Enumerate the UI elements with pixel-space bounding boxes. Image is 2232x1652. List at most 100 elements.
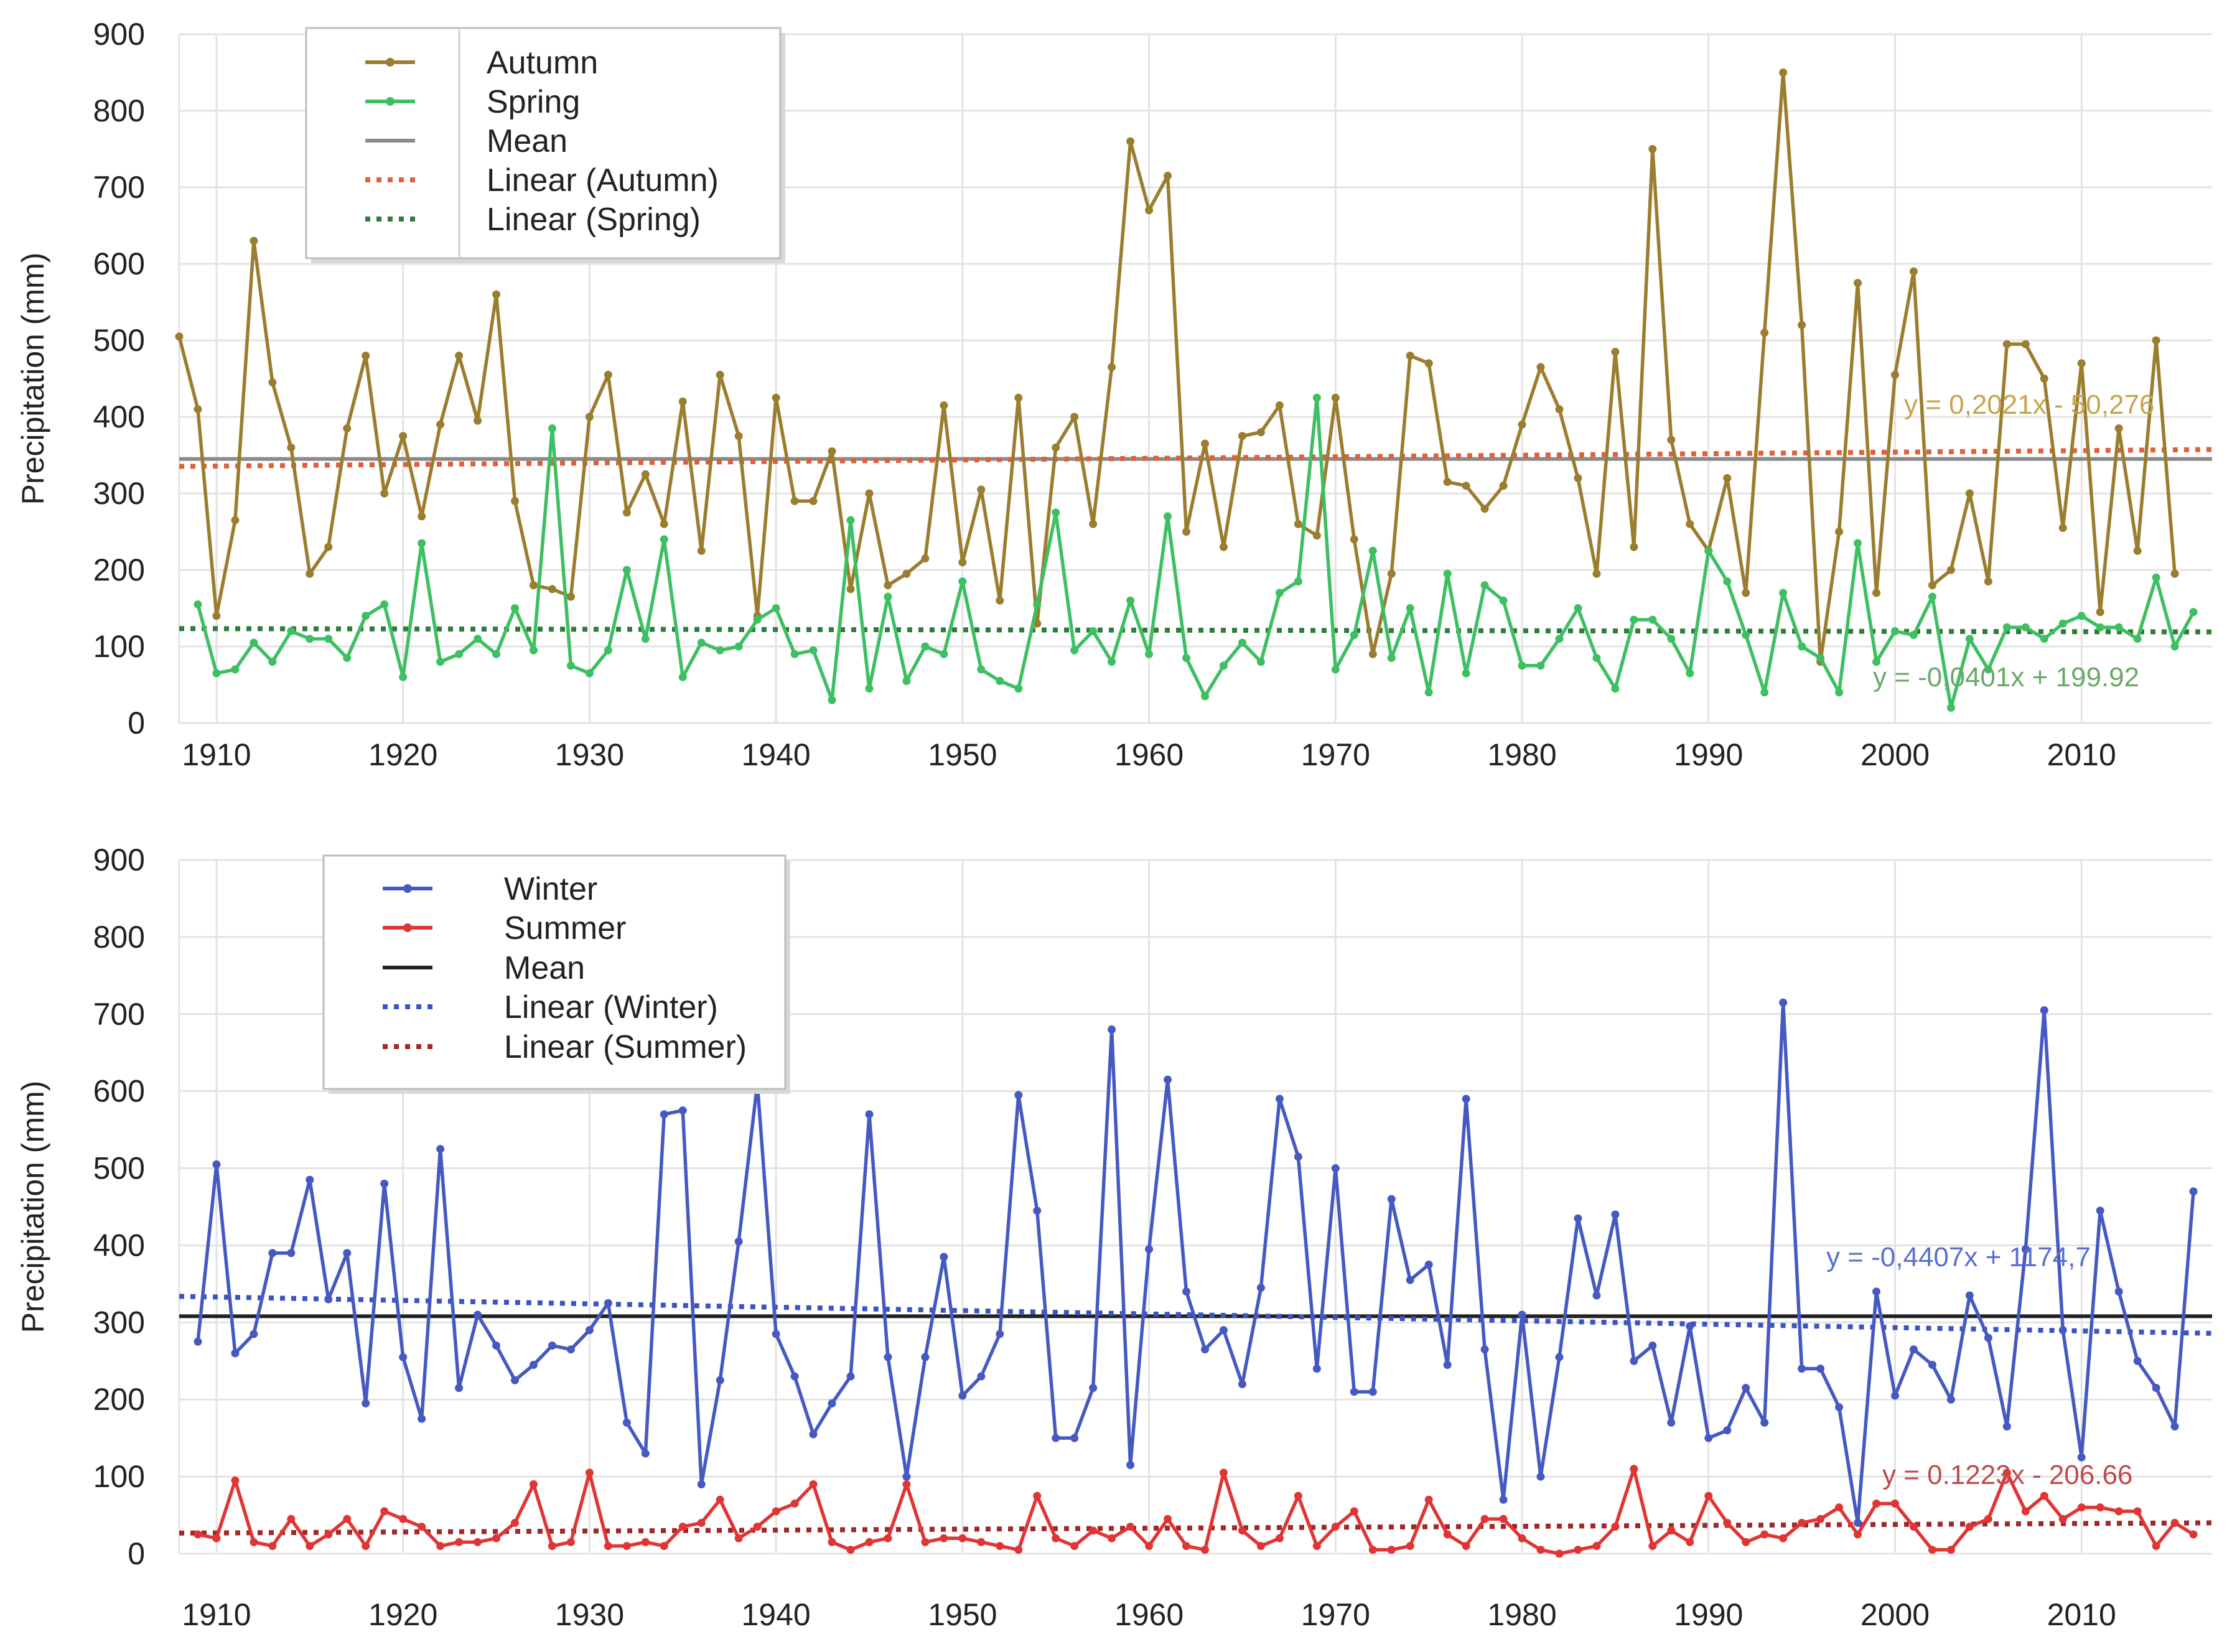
summer-point (1611, 1523, 1620, 1531)
summer-point (902, 1480, 911, 1488)
winter-point (1965, 1291, 1974, 1300)
y-tick-label: 500 (93, 1151, 145, 1186)
summer-point (678, 1523, 687, 1531)
spring-point (585, 669, 594, 678)
spring-point (268, 658, 277, 666)
winter-point (250, 1330, 258, 1338)
summer-point (753, 1523, 762, 1531)
y-tick-label: 0 (128, 706, 145, 740)
spring-point (399, 673, 408, 681)
summer-point (809, 1480, 818, 1488)
spring-point (697, 638, 706, 647)
summer-point (1816, 1514, 1825, 1523)
summer-point (1648, 1542, 1657, 1551)
legend-label: Mean (504, 950, 585, 986)
winter-point (1574, 1214, 1582, 1223)
tick-labels: 0 100 200 300 400 500 600 700 800 900 1910 1920 1930… (93, 17, 2116, 772)
autumn-point (1592, 569, 1601, 578)
y-axis-label: Precipitation (mm) (16, 1081, 50, 1333)
summer-point (585, 1468, 594, 1477)
spring-point (828, 696, 836, 704)
autumn-point (1126, 137, 1135, 146)
spring-point (1928, 592, 1936, 601)
winter-point (1686, 1322, 1694, 1331)
summer-point (1406, 1542, 1414, 1551)
spring-point (1611, 684, 1620, 693)
autumn-point (324, 543, 333, 551)
summer-point (2002, 1468, 2011, 1477)
spring-point (1574, 604, 1582, 612)
winter-point (1294, 1152, 1302, 1161)
summer-point (1182, 1542, 1191, 1551)
spring-point (1200, 692, 1209, 701)
autumn-point (231, 516, 240, 525)
winter-point (1033, 1206, 1042, 1215)
x-tick-label: 1970 (1301, 737, 1370, 772)
winter-point (2189, 1187, 2198, 1196)
autumn-point (1536, 363, 1545, 371)
spring-point (772, 604, 780, 612)
autumn-point (884, 581, 892, 590)
summer-point (529, 1480, 538, 1488)
summer-point (1760, 1530, 1769, 1539)
winter-point (678, 1106, 687, 1115)
summer-point (1331, 1523, 1340, 1531)
autumn-point (1350, 535, 1358, 544)
winter-point (2077, 1453, 2086, 1462)
winter-point (790, 1372, 799, 1381)
spring-point (2002, 623, 2011, 632)
autumn-point (734, 432, 743, 441)
winter-point (1630, 1356, 1638, 1365)
autumn-point (1108, 363, 1116, 371)
summer-point (2133, 1507, 2142, 1516)
autumn-point (399, 432, 408, 441)
summer-point (1854, 1530, 1862, 1539)
spring-point (529, 646, 538, 655)
legend-label: Mean (487, 123, 567, 159)
spring-point (1555, 635, 1564, 643)
legend-label: Spring (487, 84, 580, 120)
winter-point (1555, 1353, 1564, 1361)
autumn-point (1424, 359, 1433, 368)
trend-equation: y = 0.1223x - 206.66 (1882, 1460, 2132, 1490)
winter-point (940, 1253, 948, 1261)
autumn-point (1909, 267, 1918, 276)
x-tick-label: 1950 (928, 737, 997, 772)
summer-point (418, 1523, 426, 1531)
summer-point (2170, 1518, 2179, 1527)
summer-point (306, 1542, 314, 1551)
winter-point (734, 1237, 743, 1246)
autumn-point (1798, 320, 1806, 329)
summer-point (362, 1542, 370, 1551)
y-tick-label: 700 (93, 997, 145, 1032)
winter-point (772, 1330, 780, 1338)
autumn-point (846, 585, 855, 594)
summer-point (1462, 1542, 1470, 1551)
y-tick-label: 900 (93, 17, 145, 52)
autumn-point (940, 401, 948, 410)
spring-point (790, 650, 799, 658)
summer-point (1108, 1534, 1116, 1542)
autumn-spring-chart: 0 100 200 300 400 500 600 700 800 900 1910 1920 1930… (16, 17, 2213, 772)
autumn-point (1033, 619, 1042, 628)
summer-point (940, 1534, 948, 1542)
winter-point (1798, 1365, 1806, 1373)
spring-point (1014, 684, 1023, 693)
winter-point (1238, 1379, 1246, 1388)
winter-point (1145, 1245, 1154, 1254)
spring-point (1872, 658, 1880, 666)
summer-point (660, 1542, 668, 1551)
autumn-point (362, 352, 370, 360)
summer-point (1052, 1534, 1060, 1542)
summer-point (1014, 1546, 1023, 1554)
spring-point (1835, 688, 1844, 697)
legend-marker (403, 884, 412, 893)
summer-point (1574, 1546, 1582, 1554)
autumn-point (828, 447, 836, 455)
summer-point (2096, 1503, 2104, 1512)
winter-point (1443, 1360, 1452, 1369)
autumn-point (2133, 546, 2142, 555)
spring-point (622, 566, 631, 574)
spring-point (1164, 512, 1172, 521)
